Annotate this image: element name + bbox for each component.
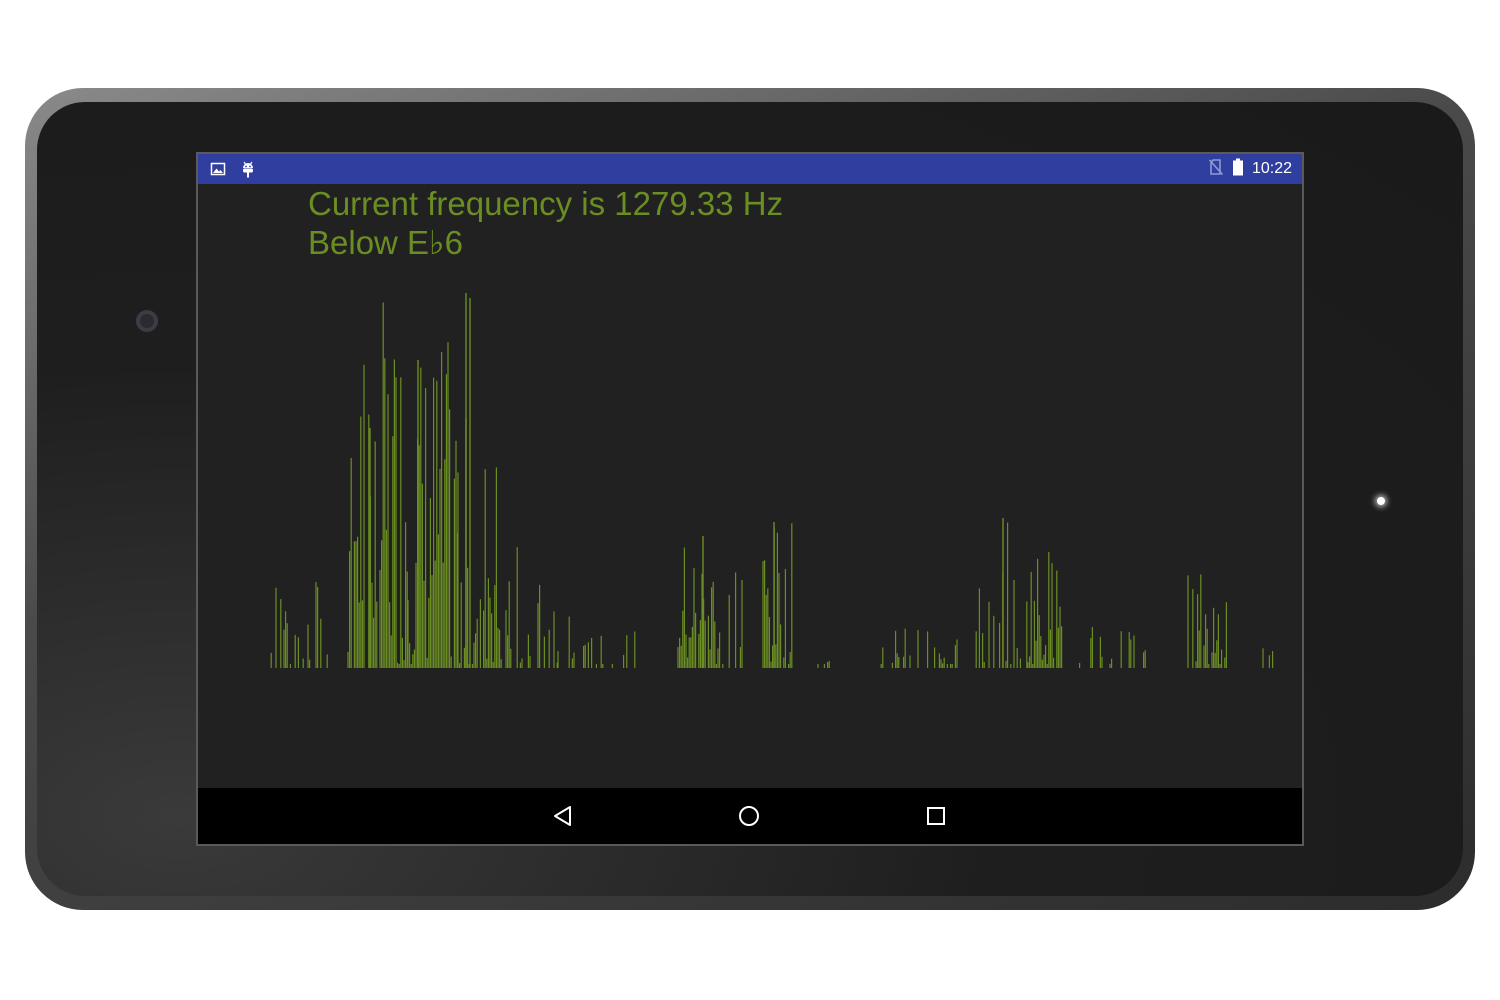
image-notification-icon — [210, 161, 226, 181]
current-frequency-text: Current frequency is 1279.33 Hz — [308, 185, 784, 222]
android-debug-icon — [240, 160, 256, 182]
back-button[interactable] — [549, 802, 577, 830]
recents-button[interactable] — [922, 802, 950, 830]
status-bar: 10:22 — [198, 154, 1302, 184]
back-icon — [554, 806, 571, 826]
frequency-spectrum — [270, 293, 1274, 668]
navigation-bar — [198, 788, 1302, 844]
front-camera-icon — [136, 310, 158, 332]
battery-icon — [1232, 158, 1244, 180]
frequency-readout: Current frequency is 1279.33 Hz Below E♭… — [308, 184, 783, 262]
no-sim-icon — [1208, 158, 1224, 180]
note-indicator-text: Below E♭6 — [308, 224, 463, 261]
home-button[interactable] — [735, 802, 763, 830]
recents-icon — [927, 807, 945, 825]
status-clock: 10:22 — [1251, 160, 1292, 177]
status-left-icons — [210, 160, 256, 182]
device-screen: 10:22 Current frequency is 1279.33 Hz Be… — [196, 152, 1304, 846]
status-right-icons: 10:22 — [1208, 158, 1292, 180]
home-icon — [739, 806, 759, 826]
notification-led — [1377, 497, 1385, 505]
tuner-content: Current frequency is 1279.33 Hz Below E♭… — [198, 184, 1302, 790]
